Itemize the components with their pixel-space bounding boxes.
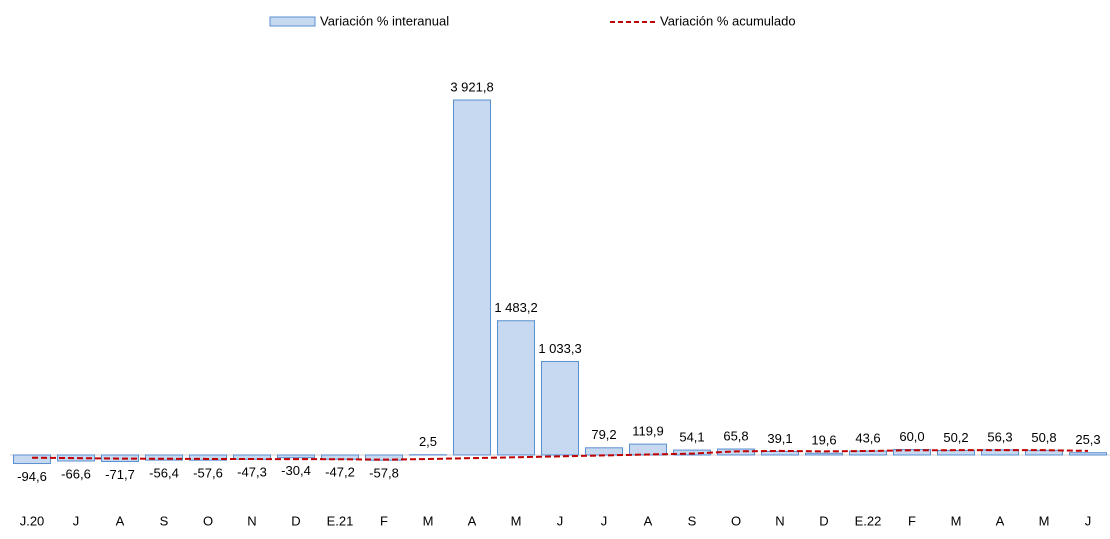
data-label: 19,6 — [811, 433, 836, 448]
x-tick-label: S — [160, 513, 169, 528]
bar — [14, 455, 51, 464]
data-label: -47,2 — [325, 465, 355, 480]
data-label: 79,2 — [591, 427, 616, 442]
x-tick-label: F — [380, 513, 388, 528]
x-tick-label: J — [1085, 513, 1092, 528]
data-label: -47,3 — [237, 465, 267, 480]
legend-label: Variación % interanual — [320, 13, 449, 28]
bar — [586, 448, 623, 455]
x-tick-label: O — [731, 513, 741, 528]
data-label: -57,6 — [193, 466, 223, 481]
x-tick-label: N — [247, 513, 256, 528]
data-label: 1 033,3 — [538, 341, 581, 356]
bar — [542, 361, 579, 455]
x-tick-label: J — [601, 513, 608, 528]
x-tick-label: N — [775, 513, 784, 528]
legend-swatch-bar — [270, 17, 315, 26]
x-tick-label: M — [511, 513, 522, 528]
x-tick-label: A — [996, 513, 1005, 528]
data-label: 25,3 — [1075, 432, 1100, 447]
x-tick-label: A — [116, 513, 125, 528]
x-tick-label: J — [557, 513, 564, 528]
data-label: 2,5 — [419, 434, 437, 449]
bar — [630, 444, 667, 455]
data-label: 56,3 — [987, 429, 1012, 444]
x-tick-label: E.21 — [327, 513, 354, 528]
data-label: -94,6 — [17, 469, 47, 484]
data-label: -30,4 — [281, 463, 311, 478]
x-tick-label: J.20 — [20, 513, 45, 528]
data-label: 39,1 — [767, 431, 792, 446]
data-label: 3 921,8 — [450, 79, 493, 94]
bar — [1070, 453, 1107, 455]
data-label: -71,7 — [105, 467, 135, 482]
data-label: 50,2 — [943, 430, 968, 445]
data-label: 54,1 — [679, 430, 704, 445]
x-tick-label: M — [1039, 513, 1050, 528]
data-label: 119,9 — [632, 424, 664, 439]
data-label: 65,8 — [723, 428, 748, 443]
x-tick-label: O — [203, 513, 213, 528]
data-label: 1 483,2 — [494, 300, 537, 315]
x-tick-label: F — [908, 513, 916, 528]
data-label: -57,8 — [369, 466, 399, 481]
bar — [498, 321, 535, 455]
x-tick-label: A — [644, 513, 653, 528]
bar — [806, 453, 843, 455]
bar — [278, 455, 315, 458]
legend-label: Variación % acumulado — [660, 13, 796, 28]
x-tick-label: D — [819, 513, 828, 528]
x-tick-label: D — [291, 513, 300, 528]
x-tick-label: M — [951, 513, 962, 528]
data-label: -56,4 — [149, 466, 179, 481]
data-label: 43,6 — [855, 430, 880, 445]
x-tick-label: S — [688, 513, 697, 528]
data-label: 50,8 — [1031, 430, 1056, 445]
bar — [454, 100, 491, 455]
data-label: -66,6 — [61, 466, 91, 481]
data-label: 60,0 — [899, 429, 924, 444]
x-tick-label: A — [468, 513, 477, 528]
x-tick-label: M — [423, 513, 434, 528]
x-tick-label: J — [73, 513, 80, 528]
x-tick-label: E.22 — [855, 513, 882, 528]
